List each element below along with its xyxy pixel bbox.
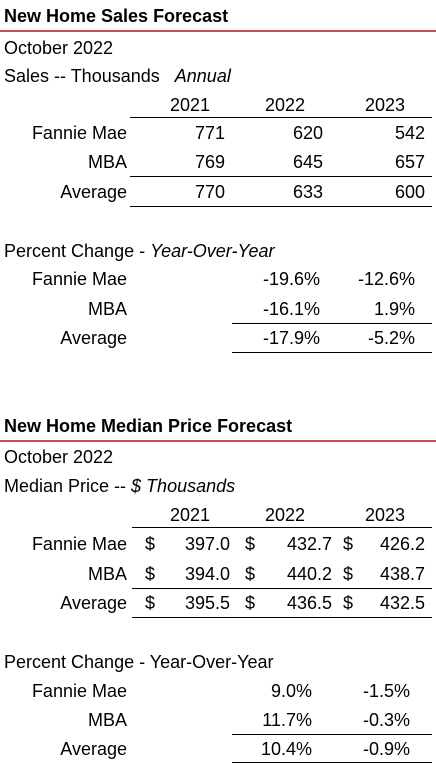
price-year-header: 2021 (169, 505, 211, 525)
price-cell: 440.2 (286, 564, 332, 584)
price-bottom-rule (132, 617, 432, 618)
price-cell: 395.5 (184, 593, 230, 613)
sales-cell: 600 (394, 182, 425, 202)
price-cell: 438.7 (379, 564, 425, 584)
sales-title: New Home Sales Forecast (4, 6, 229, 26)
price-total-rule (132, 588, 432, 589)
sales-pct-cell: 1.9% (373, 299, 415, 319)
price-pct-row-label: Fannie Mae (31, 681, 127, 701)
sales-row-label: MBA (87, 152, 127, 172)
dollar-sign: $ (343, 534, 354, 554)
sales-cell: 770 (194, 182, 225, 202)
price-year-header: 2023 (364, 505, 406, 525)
sales-cell: 542 (394, 123, 425, 143)
price-header-rule (132, 527, 432, 528)
price-pct-cell: 9.0% (270, 681, 312, 701)
price-cell: 397.0 (184, 534, 230, 554)
price-date: October 2022 (4, 447, 114, 467)
sales-cell: 633 (292, 182, 323, 202)
price-pct-cell: -1.5% (362, 681, 410, 701)
price-cell: 432.7 (286, 534, 332, 554)
sales-pct-cell: -19.6% (262, 269, 320, 289)
sales-cell: 620 (292, 123, 323, 143)
price-row-label: MBA (87, 564, 127, 584)
sales-year-header: 2023 (364, 95, 406, 115)
sales-pct-cell: -16.1% (262, 299, 320, 319)
sales-row-label: Fannie Mae (31, 123, 127, 143)
price-pct-total-rule (232, 734, 432, 735)
sales-total-rule (130, 176, 432, 177)
price-pct-cell: -0.3% (362, 710, 410, 730)
sales-cell: 769 (194, 152, 225, 172)
sales-units-line: Sales -- Thousands Annual (4, 65, 231, 87)
price-row-label: Fannie Mae (31, 534, 127, 554)
dollar-sign: $ (145, 564, 156, 584)
price-row-label: Average (60, 593, 127, 613)
price-pct-cell: -0.9% (362, 739, 410, 759)
dollar-sign: $ (343, 593, 354, 613)
price-year-header: 2022 (264, 505, 306, 525)
dollar-sign: $ (145, 534, 156, 554)
sales-year-header: 2021 (169, 95, 211, 115)
sales-header-rule (130, 117, 432, 118)
sales-cell: 771 (194, 123, 225, 143)
sales-title-underline (0, 30, 436, 32)
price-cell: 436.5 (286, 593, 332, 613)
sales-year-header: 2022 (264, 95, 306, 115)
price-units-line: Median Price -- $ Thousands (4, 475, 235, 497)
sales-row-label: Average (60, 182, 127, 202)
sales-bottom-rule (130, 206, 432, 207)
price-pct-row-label: Average (60, 739, 127, 759)
sales-pct-suffix: Year-Over-Year (150, 241, 275, 261)
sales-pct-row-label: Average (60, 328, 127, 348)
dollar-sign: $ (343, 564, 354, 584)
price-pct-heading: Percent Change - Year-Over-Year (4, 652, 274, 672)
sales-pct-row-label: MBA (87, 299, 127, 319)
sales-pct-label: Percent Change - (4, 241, 151, 261)
price-pct-bottom-rule (232, 762, 432, 763)
sales-pct-bottom-rule (232, 352, 432, 353)
price-cell: 432.5 (379, 593, 425, 613)
sales-pct-row-label: Fannie Mae (31, 269, 127, 289)
sales-pct-total-rule (232, 323, 432, 324)
dollar-sign: $ (145, 593, 156, 613)
price-units-label: Median Price -- (4, 476, 132, 496)
price-units-suffix: $ Thousands (131, 476, 236, 496)
dollar-sign: $ (245, 534, 256, 554)
dollar-sign: $ (245, 593, 256, 613)
price-title-underline (0, 440, 436, 442)
price-pct-cell: 10.4% (260, 739, 312, 759)
price-pct-row-label: MBA (87, 710, 127, 730)
sales-pct-cell: -17.9% (262, 328, 320, 348)
sales-pct-cell: -12.6% (357, 269, 415, 289)
price-title: New Home Median Price Forecast (4, 416, 293, 436)
sales-pct-cell: -5.2% (367, 328, 415, 348)
price-cell: 394.0 (184, 564, 230, 584)
sales-pct-heading: Percent Change - Year-Over-Year (4, 240, 275, 262)
dollar-sign: $ (245, 564, 256, 584)
price-cell: 426.2 (379, 534, 425, 554)
price-pct-cell: 11.7% (262, 710, 312, 730)
sales-units-label: Sales -- Thousands (4, 66, 160, 86)
sales-date: October 2022 (4, 38, 114, 58)
sales-units-suffix: Annual (174, 66, 231, 86)
sales-cell: 645 (292, 152, 323, 172)
sales-cell: 657 (394, 152, 425, 172)
